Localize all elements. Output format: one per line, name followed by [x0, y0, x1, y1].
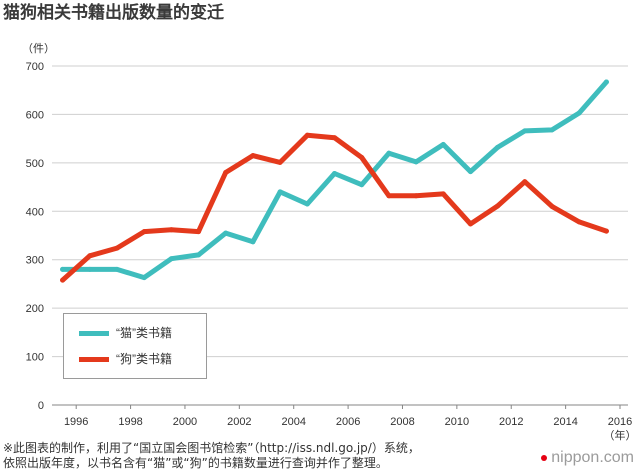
dog-books-point-1997: [114, 245, 120, 251]
cat-books-point-2002: [250, 239, 256, 245]
x-tick-label-2002: 2002: [227, 416, 251, 428]
dog-books-point-2012: [522, 179, 528, 185]
dog-books-point-2001: [223, 170, 229, 175]
logo-dot-icon: [541, 455, 548, 461]
legend-item-dog-books: “狗”类书籍: [79, 351, 172, 367]
x-axis-ticks: 1996 1998 2000 2002 2004 2006 2008 2010 2012 2014…: [64, 405, 632, 428]
y-tick-label-200: 200: [26, 303, 44, 315]
source-note-line-1: ※此图表的制作，利用了“国立国会图书馆检索”（http://iss.ndl.go…: [3, 441, 420, 455]
source-note: ※此图表的制作，利用了“国立国会图书馆检索”（http://iss.ndl.go…: [3, 441, 420, 471]
cat-books-point-2014: [576, 110, 582, 116]
dog-books-point-1998: [141, 229, 147, 235]
dog-books-point-2015: [603, 228, 609, 234]
cat-books-point-1995: [60, 266, 66, 272]
dog-books-point-2002: [250, 153, 256, 159]
legend-item-cat-books: “猫”类书籍: [79, 325, 172, 341]
cat-books-point-2005: [332, 171, 337, 176]
cat-books-point-1997: [114, 266, 120, 272]
dog-books-point-1995: [60, 277, 66, 283]
x-tick-label-2004: 2004: [281, 416, 305, 428]
y-axis-label: （件）: [22, 42, 55, 55]
x-tick-label-2010: 2010: [445, 416, 469, 428]
x-axis-label: （年）: [604, 428, 637, 442]
cat-books-point-2011: [495, 144, 501, 150]
x-tick-label-2008: 2008: [390, 416, 414, 428]
cat-books-point-2015: [603, 79, 609, 85]
dog-books-point-2000: [196, 229, 201, 235]
y-tick-label-700: 700: [26, 61, 44, 73]
cat-books-point-2003: [277, 189, 283, 195]
cat-books-point-2004: [304, 201, 310, 207]
y-tick-label-100: 100: [26, 352, 44, 364]
y-axis-ticks: 0 100 200 300 400 500 600 700: [26, 61, 44, 412]
x-tick-label-2016: 2016: [608, 416, 632, 428]
dog-books-point-2004: [304, 132, 310, 138]
legend-label-cat-books: “猫”类书籍: [116, 326, 172, 340]
cat-books-point-2010: [468, 169, 473, 175]
series-lines: [60, 79, 609, 283]
chart-title: 猫狗相关书籍出版数量的变迁: [3, 3, 224, 22]
x-tick-label-2006: 2006: [336, 416, 360, 428]
cat-books-point-1999: [168, 256, 174, 262]
y-tick-label-300: 300: [26, 255, 44, 267]
dog-books-line: [60, 132, 609, 283]
cat-books-point-2008: [413, 159, 419, 165]
legend-swatch-cat-books: [79, 330, 109, 336]
y-tick-label-500: 500: [26, 158, 44, 170]
dog-books-point-2013: [549, 203, 555, 209]
y-tick-label-0: 0: [38, 400, 44, 412]
cat-books-point-1998: [141, 275, 147, 281]
dog-books-point-2006: [359, 155, 365, 160]
x-tick-label-2012: 2012: [499, 416, 523, 428]
cat-books-point-2013: [549, 127, 555, 133]
cat-books-point-2009: [440, 142, 446, 147]
gridlines: [52, 65, 628, 406]
dog-books-point-2008: [413, 193, 419, 199]
x-tick-label-1996: 1996: [64, 416, 88, 428]
cat-books-point-2000: [196, 252, 201, 258]
cat-books-point-1996: [87, 266, 93, 272]
nippon-logo: nippon.com: [541, 449, 634, 467]
dog-books-point-2005: [332, 135, 337, 141]
cat-books-point-2007: [386, 150, 392, 156]
cat-books-point-2012: [522, 128, 528, 134]
x-tick-label-2000: 2000: [173, 416, 197, 428]
y-tick-label-600: 600: [26, 109, 44, 121]
dog-books-point-1999: [168, 227, 174, 233]
source-note-line-2: 依照出版年度，以书名含有“猫”或“狗”的书籍数量进行查询并作了整理。: [3, 456, 388, 470]
dog-books-point-2003: [277, 159, 283, 165]
legend: “猫”类书籍 “狗”类书籍: [63, 313, 207, 379]
dog-books-point-1996: [87, 253, 93, 259]
cat-books-point-2006: [359, 182, 365, 188]
legend-label-dog-books: “狗”类书籍: [116, 352, 172, 366]
dog-books-point-2009: [440, 191, 446, 197]
x-tick-label-1998: 1998: [118, 416, 142, 428]
dog-books-point-2010: [468, 221, 473, 227]
x-tick-label-2014: 2014: [553, 416, 577, 428]
dog-books-point-2011: [495, 203, 501, 209]
cat-books-point-2001: [223, 230, 229, 236]
logo-text: nippon.com: [551, 449, 634, 466]
y-tick-label-400: 400: [26, 206, 44, 218]
dog-books-point-2007: [386, 193, 392, 199]
legend-swatch-dog-books: [79, 356, 109, 362]
dog-books-point-2014: [576, 219, 582, 225]
